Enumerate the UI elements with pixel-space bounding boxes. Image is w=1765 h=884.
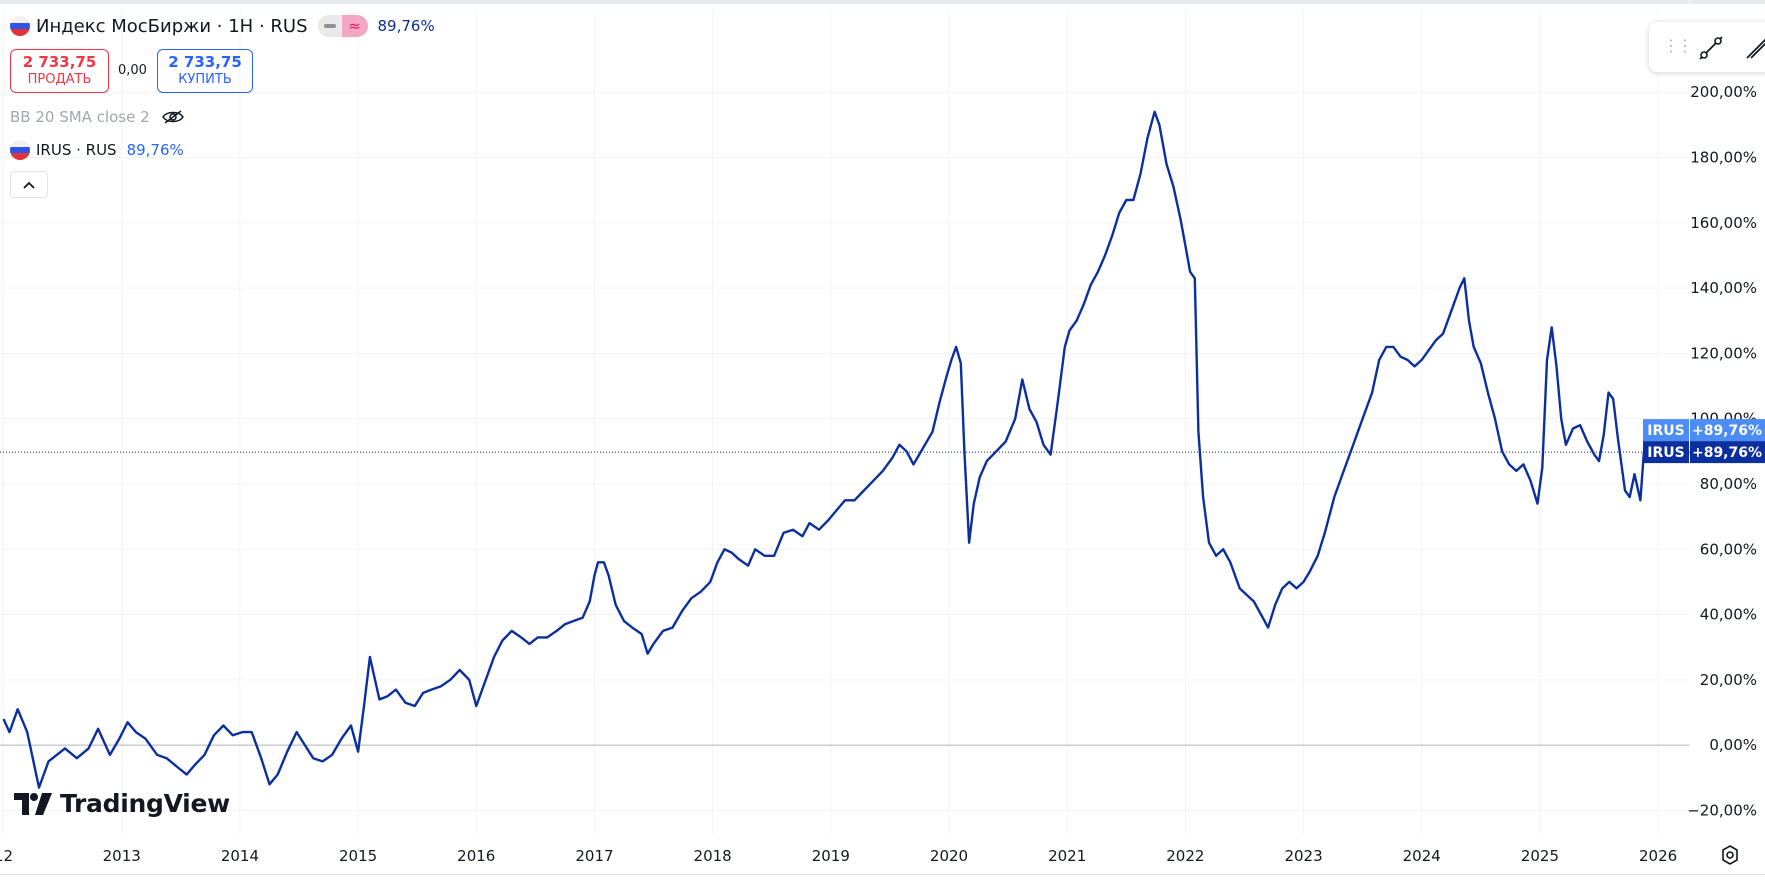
compare-change: 89,76% [126, 141, 184, 159]
price-label-value: +89,76% [1692, 423, 1762, 439]
price-label-ticker: IRUS [1647, 445, 1684, 461]
x-tick-label: 2022 [1166, 847, 1204, 865]
chart-settings-icon[interactable] [1719, 844, 1741, 866]
x-tick-label: 2025 [1521, 847, 1559, 865]
y-tick-label: 60,00% [1700, 540, 1757, 558]
approx-icon[interactable]: ≈ [341, 15, 368, 37]
y-tick-label: 80,00% [1700, 475, 1757, 493]
x-tick-label: 2013 [103, 847, 141, 865]
spread-value: 0,00 [118, 63, 147, 78]
buy-price: 2 733,75 [168, 53, 242, 71]
price-label-value-bg [1690, 441, 1765, 464]
sell-price: 2 733,75 [22, 53, 97, 71]
compare-name: IRUS · RUS [36, 141, 117, 159]
buy-label: КУПИТЬ [178, 72, 232, 87]
chevron-up-icon [23, 181, 35, 189]
top-border [0, 0, 1765, 4]
irus-series-line[interactable] [2, 110, 1646, 789]
x-tick-label: 2023 [1284, 847, 1322, 865]
tv-logo-icon [14, 792, 52, 815]
drag-handle-icon[interactable]: ⋮⋮ [1663, 36, 1693, 55]
price-label-ticker-bg [1643, 441, 1689, 464]
price-label-ticker-bg [1643, 419, 1689, 442]
y-tick-label: 180,00% [1690, 149, 1757, 167]
x-tick-label: 2018 [694, 847, 732, 865]
x-tick-label: 2026 [1639, 847, 1677, 865]
x-tick-label: 2014 [221, 847, 259, 865]
eye-off-icon[interactable] [161, 110, 184, 124]
symbol-mode-pill[interactable]: ≈ [317, 15, 368, 37]
bottom-border [0, 874, 1765, 875]
x-tick-label: 2016 [457, 847, 495, 865]
y-tick-label: 140,00% [1690, 279, 1757, 297]
x-tick-label: 2015 [339, 847, 377, 865]
tradingview-logo[interactable]: TradingView [14, 789, 230, 818]
compare-legend[interactable]: IRUS · RUS 89,76% [10, 140, 184, 160]
x-tick-label: 2024 [1403, 847, 1441, 865]
trend-line-icon[interactable] [1695, 32, 1727, 64]
price-label-ticker: IRUS [1647, 423, 1684, 439]
y-tick-label: 160,00% [1690, 214, 1757, 232]
y-tick-label: 0,00% [1709, 736, 1757, 754]
indicator-label: BB 20 SMA close 2 [10, 108, 150, 126]
y-tick-label: 20,00% [1700, 671, 1757, 689]
symbol-legend[interactable]: Индекс МосБиржи · 1Н · RUS ≈ 89,76% [10, 14, 435, 38]
x-tick-label: 2021 [1048, 847, 1086, 865]
indicator-legend[interactable]: BB 20 SMA close 2 [10, 108, 184, 126]
y-tick-label: 40,00% [1700, 606, 1757, 624]
russia-flag-icon [10, 140, 30, 160]
y-tick-label: 120,00% [1690, 344, 1757, 362]
y-tick-label: −20,00% [1687, 801, 1757, 819]
buy-button[interactable]: 2 733,75 КУПИТЬ [157, 49, 253, 93]
tradingview-wordmark: TradingView [60, 789, 230, 818]
x-tick-label: 2019 [812, 847, 850, 865]
symbol-change: 89,76% [377, 17, 435, 35]
y-tick-label: 200,00% [1690, 83, 1757, 101]
x-tick-label: 2020 [930, 847, 968, 865]
collapse-legend-button[interactable] [10, 171, 48, 198]
price-label-value: +89,76% [1692, 445, 1762, 461]
brush-icon[interactable] [1741, 32, 1765, 64]
russia-flag-icon [10, 16, 30, 36]
symbol-title[interactable]: Индекс МосБиржи · 1Н · RUS [36, 15, 308, 37]
price-label-value-bg [1690, 419, 1765, 442]
line-style-icon[interactable] [317, 15, 342, 37]
drawing-toolbar[interactable]: ⋮⋮ [1649, 22, 1765, 72]
sell-label: ПРОДАТЬ [27, 72, 92, 87]
x-tick-label: 12 [0, 847, 13, 865]
x-tick-label: 2017 [575, 847, 613, 865]
sell-button[interactable]: 2 733,75 ПРОДАТЬ [10, 49, 109, 93]
